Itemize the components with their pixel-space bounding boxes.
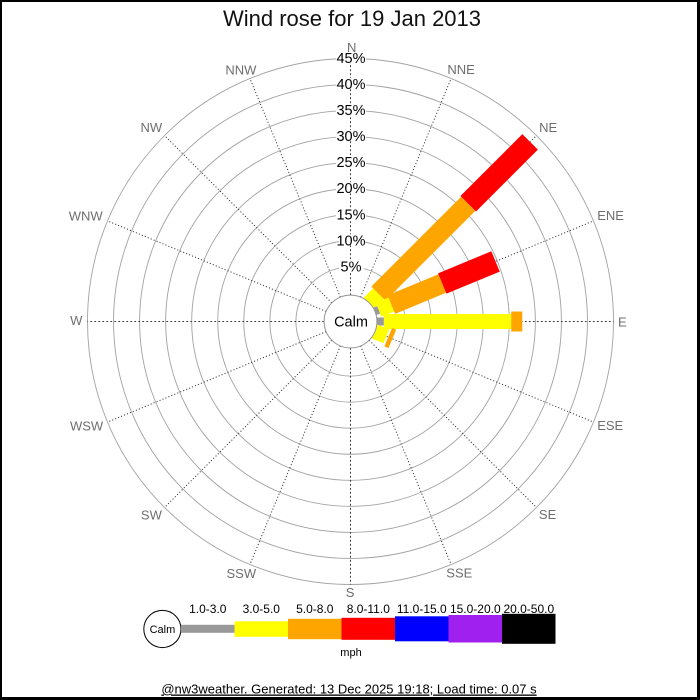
svg-text:20.0-50.0: 20.0-50.0 [503,602,554,616]
svg-text:E: E [618,314,627,329]
svg-text:Wind rose for 19 Jan 2013: Wind rose for 19 Jan 2013 [223,6,481,31]
svg-text:11.0-15.0: 11.0-15.0 [397,602,447,616]
svg-text:Calm: Calm [334,315,368,331]
svg-text:S: S [346,585,355,600]
svg-text:NNE: NNE [447,62,475,77]
svg-text:5.0-8.0: 5.0-8.0 [296,602,334,616]
svg-text:20%: 20% [336,181,365,197]
svg-text:W: W [70,313,83,328]
svg-text:3.0-5.0: 3.0-5.0 [243,602,281,616]
svg-text:25%: 25% [336,155,365,171]
svg-text:@nw3weather. Generated: 13 Dec: @nw3weather. Generated: 13 Dec 2025 19:1… [161,682,537,697]
svg-text:ESE: ESE [597,418,623,433]
svg-text:15%: 15% [336,207,365,223]
svg-text:Calm: Calm [150,624,176,636]
svg-text:mph: mph [340,647,361,659]
svg-text:SSE: SSE [446,566,472,581]
svg-text:WSW: WSW [70,419,104,434]
svg-text:NW: NW [140,120,162,135]
svg-text:SW: SW [141,507,163,522]
svg-text:NNW: NNW [225,63,257,78]
svg-text:40%: 40% [336,77,365,93]
svg-text:45%: 45% [336,51,365,67]
svg-text:10%: 10% [336,233,365,249]
svg-text:15.0-20.0: 15.0-20.0 [450,602,501,616]
svg-text:30%: 30% [336,129,365,145]
svg-text:5%: 5% [341,259,362,275]
svg-text:1.0-3.0: 1.0-3.0 [189,602,227,616]
svg-text:NE: NE [539,120,557,135]
svg-text:35%: 35% [336,103,365,119]
svg-text:N: N [347,40,356,55]
svg-text:SE: SE [539,507,557,522]
svg-text:SSW: SSW [226,566,256,581]
svg-text:ENE: ENE [597,208,624,223]
svg-text:WNW: WNW [69,209,104,224]
svg-text:8.0-11.0: 8.0-11.0 [347,602,390,616]
